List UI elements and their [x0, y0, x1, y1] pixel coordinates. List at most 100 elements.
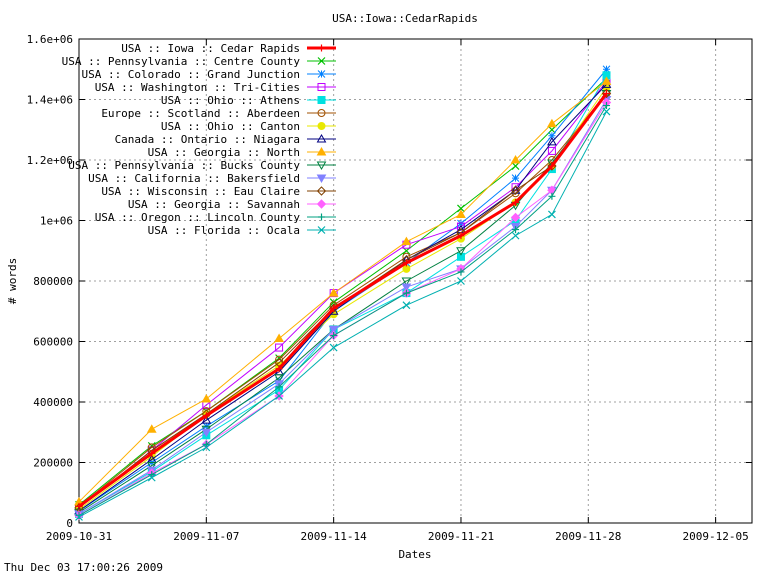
data-point: [274, 333, 284, 342]
x-axis-ticks: 2009-10-31 2009-11-07 2009-11-14 2009-11-21…: [46, 39, 749, 543]
legend-item: Europe :: Scotland :: Aberdeen: [101, 107, 336, 120]
series-line: [78, 92, 608, 508]
x-axis-label: Dates: [398, 548, 431, 561]
data-point: [317, 96, 326, 104]
data-point: [510, 185, 521, 195]
data-point: [602, 65, 611, 74]
data-point: [456, 252, 465, 261]
series-15: [75, 107, 611, 521]
legend-label: USA :: Oregon :: Lincoln County: [95, 211, 301, 224]
legend-label: USA :: Ohio :: Athens: [161, 94, 300, 107]
data-point: [316, 161, 327, 171]
data-point: [329, 343, 338, 352]
y-tick-label: 800000: [33, 275, 73, 288]
data-point: [201, 393, 212, 403]
data-point: [401, 277, 412, 287]
data-point: [274, 374, 284, 383]
legend-item: USA :: Wisconsin :: Eau Claire: [101, 185, 336, 198]
series-line: [78, 75, 607, 515]
data-point: [548, 192, 556, 200]
data-point: [547, 136, 557, 146]
y-tick-label: 1.4e+06: [27, 94, 73, 107]
data-point: [202, 443, 211, 452]
data-point: [456, 209, 466, 218]
data-point: [402, 264, 411, 273]
data-point: [601, 88, 612, 99]
data-point: [547, 125, 556, 134]
series-line: [78, 111, 607, 518]
data-point: [275, 343, 284, 352]
y-tick-label: 200000: [33, 457, 73, 470]
y-tick-label: 0: [66, 517, 73, 530]
data-point: [511, 174, 520, 183]
legend-label: USA :: Pennsylvania :: Bucks County: [68, 159, 300, 172]
data-point: [146, 462, 157, 471]
data-point: [75, 513, 83, 521]
data-point: [201, 415, 212, 424]
series-line: [78, 105, 607, 516]
data-point: [317, 70, 326, 78]
series-line: [78, 93, 607, 507]
data-point: [402, 289, 410, 297]
data-point: [512, 226, 520, 234]
legend-item: USA :: Colorado :: Grand Junction: [81, 68, 336, 81]
data-point: [330, 304, 338, 312]
data-point: [511, 162, 520, 170]
legend-label: Canada :: Ontario :: Niagara: [115, 133, 300, 146]
legend-item: USA :: Washington :: Tri-Cities: [95, 81, 336, 94]
x-tick-label: 2009-10-31: [46, 530, 112, 543]
legend-item: USA :: Ohio :: Canton: [161, 120, 336, 133]
legend-item: USA :: Georgia :: Savannah: [128, 198, 336, 211]
chart-title: USA::Iowa::CedarRapids: [332, 12, 478, 25]
y-tick-label: 1.6e+06: [27, 33, 73, 46]
series-group: [74, 65, 612, 521]
data-point: [401, 236, 412, 246]
legend-label: USA :: Wisconsin :: Eau Claire: [101, 185, 300, 198]
data-point: [318, 213, 325, 221]
data-point: [317, 83, 326, 91]
data-point: [510, 212, 521, 223]
legend-label: USA :: Georgia :: North: [148, 146, 300, 159]
data-point: [148, 449, 156, 457]
series-1: [75, 89, 610, 510]
x-tick-label: 2009-11-07: [173, 530, 239, 543]
series-line: [78, 80, 607, 503]
data-point: [316, 146, 327, 156]
series-line: [78, 77, 607, 506]
legend-label: USA :: Georgia :: Savannah: [128, 198, 300, 211]
data-point: [317, 122, 326, 130]
legend-item: USA :: Ohio :: Athens: [161, 94, 336, 107]
data-point: [275, 383, 283, 391]
data-point: [328, 325, 339, 335]
legend-label: USA :: California :: Bakersfield: [88, 172, 300, 185]
legend-label: USA :: Florida :: Ocala: [148, 224, 300, 237]
y-axis-label: # words: [6, 258, 19, 304]
data-point: [317, 109, 326, 117]
legend-label: USA :: Ohio :: Canton: [161, 120, 300, 133]
data-point: [317, 226, 326, 234]
x-tick-label: 2009-12-05: [683, 530, 749, 543]
x-tick-label: 2009-11-21: [428, 530, 494, 543]
data-point: [317, 57, 326, 65]
footer-timestamp: Thu Dec 03 17:00:26 2009: [4, 561, 163, 574]
data-point: [202, 412, 210, 420]
data-point: [402, 259, 410, 267]
data-point: [548, 162, 556, 170]
y-tick-label: 1e+06: [40, 215, 73, 228]
grid: [79, 39, 752, 523]
data-point: [328, 288, 339, 297]
data-point: [457, 268, 465, 276]
legend-item: USA :: Pennsylvania :: Centre County: [62, 55, 336, 68]
data-point: [75, 502, 83, 510]
data-point: [316, 199, 327, 209]
legend-label: USA :: Washington :: Tri-Cities: [95, 81, 300, 94]
series-2: [75, 74, 611, 509]
legend-label: USA :: Pennsylvania :: Centre County: [62, 55, 301, 68]
data-point: [146, 424, 157, 433]
data-point: [201, 428, 212, 438]
data-point: [510, 154, 521, 164]
y-tick-label: 400000: [33, 396, 73, 409]
data-point: [275, 392, 284, 400]
data-point: [601, 76, 612, 85]
